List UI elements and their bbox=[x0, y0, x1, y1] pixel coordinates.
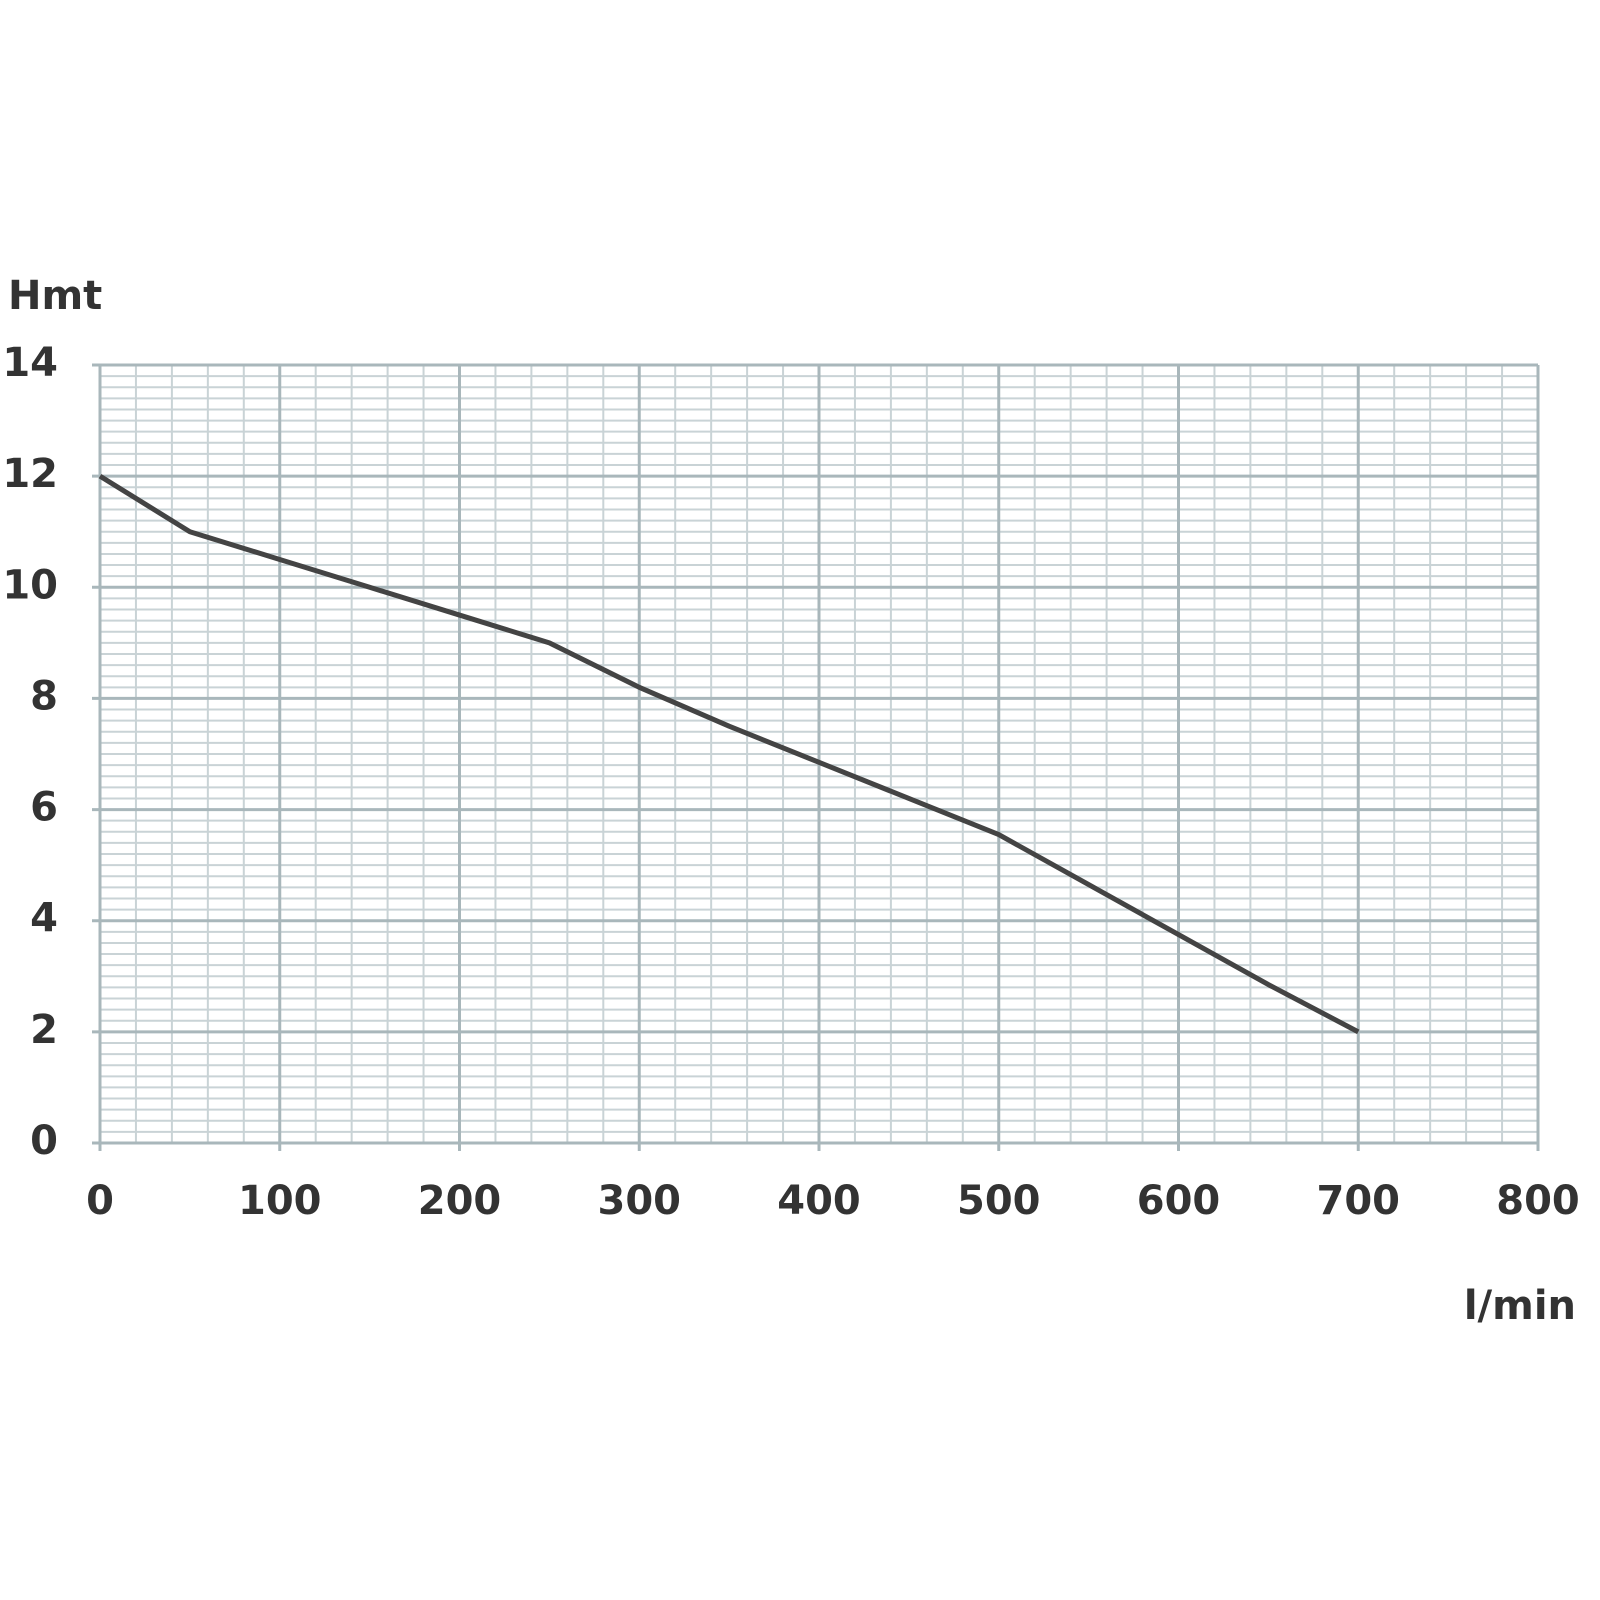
y-tick-label: 8 bbox=[30, 673, 58, 719]
x-tick-label: 600 bbox=[1137, 1178, 1221, 1224]
x-axis-label: l/min bbox=[1464, 1283, 1576, 1329]
y-tick-label: 14 bbox=[2, 340, 58, 386]
x-tick-label: 700 bbox=[1317, 1178, 1401, 1224]
x-tick-label: 500 bbox=[957, 1178, 1041, 1224]
y-tick-label: 6 bbox=[30, 785, 58, 831]
x-tick-label: 200 bbox=[418, 1178, 502, 1224]
x-tick-label: 100 bbox=[238, 1178, 322, 1224]
x-tick-label: 400 bbox=[777, 1178, 861, 1224]
y-tick-label: 0 bbox=[30, 1118, 58, 1164]
line-series bbox=[98, 474, 1360, 1035]
y-tick-label: 4 bbox=[30, 896, 58, 942]
y-tick-label: 2 bbox=[30, 1007, 58, 1053]
y-tick-label: 10 bbox=[2, 562, 58, 608]
y-tick-label: 12 bbox=[2, 451, 58, 497]
y-axis-label: Hmt bbox=[8, 273, 102, 319]
x-tick-label: 0 bbox=[86, 1178, 114, 1224]
x-tick-label: 300 bbox=[598, 1178, 682, 1224]
x-tick-label: 800 bbox=[1496, 1178, 1580, 1224]
